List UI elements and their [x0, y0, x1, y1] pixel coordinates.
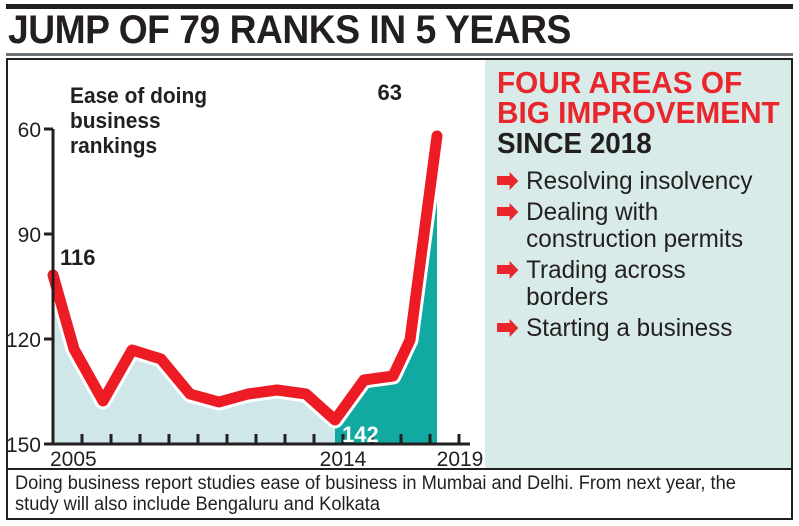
- data-label-116: 116: [60, 245, 96, 270]
- arrow-right-icon: [497, 172, 519, 190]
- list-item: Dealing with construction permits: [497, 199, 772, 253]
- chart-caption: Ease of doing business rankings: [70, 83, 208, 158]
- arrow-right-icon: [497, 261, 519, 279]
- chart-area: 60 90 120 150: [8, 60, 485, 468]
- x-tick-label-2005: 2005: [50, 448, 97, 468]
- list-item-label: Dealing with construction permits: [526, 198, 744, 253]
- list-item-label: Trading across borders: [526, 256, 686, 311]
- chart-area-fill-light: [53, 275, 335, 444]
- footnote-text: Doing business report studies ease of bu…: [15, 473, 736, 515]
- arrow-right-icon: [497, 203, 519, 221]
- chart-area-fill-dark-2: [335, 136, 437, 444]
- list-item: Trading across borders: [497, 257, 772, 311]
- improvement-bullet-list: Resolving insolvency Dealing with constr…: [497, 168, 781, 342]
- y-tick-label-120: 120: [8, 329, 41, 352]
- chart-line-series: [47, 130, 443, 426]
- arrow-right-icon: [497, 319, 519, 337]
- page-title: JUMP OF 79 RANKS IN 5 YEARS: [8, 8, 571, 52]
- list-item-label: Starting a business: [526, 314, 733, 342]
- panel-subtitle: SINCE 2018: [497, 128, 652, 160]
- data-label-63: 63: [378, 80, 402, 105]
- panel-title-line1: FOUR AREAS OF: [497, 65, 743, 100]
- x-tick-label-2014: 2014: [320, 448, 367, 468]
- list-item: Starting a business: [497, 315, 772, 342]
- list-item: Resolving insolvency: [497, 168, 772, 195]
- ease-of-doing-business-line-chart: 60 90 120 150: [8, 80, 484, 468]
- y-tick-label-60: 60: [18, 119, 41, 142]
- panel-title-line2: BIG IMPROVEMENT: [497, 95, 780, 130]
- top-rule: [6, 4, 793, 9]
- y-tick-label-90: 90: [18, 224, 41, 247]
- data-label-142: 142: [342, 422, 379, 447]
- x-tick-label-2019: 2019: [437, 448, 484, 468]
- body-container: 60 90 120 150: [6, 58, 793, 470]
- improvement-panel: FOUR AREAS OF BIG IMPROVEMENT SINCE 2018…: [485, 60, 791, 468]
- list-item-label: Resolving insolvency: [526, 167, 753, 195]
- headline-divider: [6, 53, 793, 56]
- y-tick-label-150: 150: [8, 434, 41, 457]
- x-tick-marks: [51, 434, 461, 444]
- footnote-container: Doing business report studies ease of bu…: [6, 470, 793, 520]
